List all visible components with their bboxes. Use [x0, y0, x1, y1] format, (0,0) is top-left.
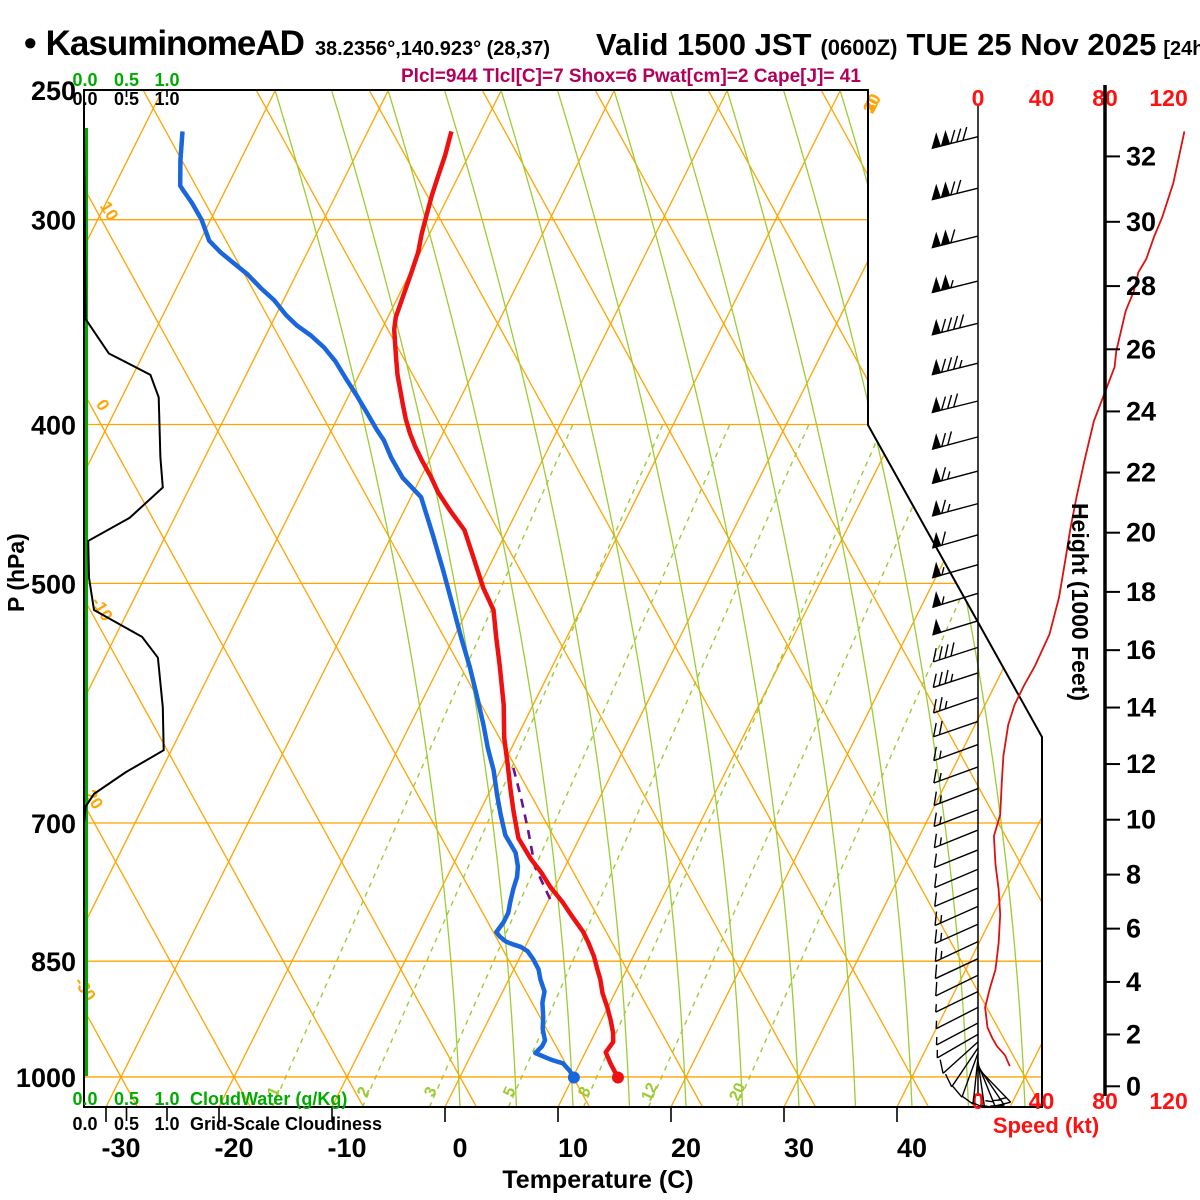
pressure-tick-label: 700	[31, 809, 76, 839]
height-tick-label: 6	[1126, 914, 1141, 944]
temperature-tick-label: 30	[784, 1133, 814, 1163]
height-tick-label: 30	[1126, 207, 1156, 237]
valid-time: Valid 1500 JST	[596, 27, 812, 62]
surface-temperature-dot	[611, 1071, 624, 1084]
isotherm-lines	[84, 90, 1042, 1107]
height-tick-label: 32	[1126, 141, 1156, 171]
speed-scale-bottom: 0 40 80 120	[972, 1088, 1188, 1114]
forecast-run-tag: [24hrFcst@1131z]	[1163, 38, 1200, 60]
temperature-tick-label: 20	[671, 1133, 701, 1163]
height-tick-label: 26	[1126, 334, 1156, 364]
mixing-ratio-label: 12	[638, 1080, 661, 1103]
height-tick-label: 24	[1126, 396, 1156, 426]
height-tick-label: 22	[1126, 458, 1156, 488]
temperature-tick-label: 10	[558, 1133, 588, 1163]
speed-axis-title: Speed (kt)	[993, 1113, 1099, 1138]
cloud-scale-value: 0.5	[114, 1089, 139, 1109]
temperature-axis-title: Temperature (C)	[502, 1166, 693, 1194]
cloudiness-profile	[83, 131, 165, 1077]
cloudiness-scale-top: 0.0 0.5 1.0	[72, 89, 179, 109]
mixing-ratio-label: 2	[354, 1084, 373, 1099]
speed-tick-label: 40	[1029, 1088, 1055, 1114]
temperature-tick-label: -30	[101, 1133, 140, 1163]
surface-dewpoint-dot	[567, 1071, 580, 1084]
dry-adiabat-lines	[84, 90, 1042, 1107]
station-coordinates: 38.2356°,140.923° (28,37)	[314, 38, 551, 60]
cloudiness-scale-bottom: 0.0 0.5 1.0	[72, 1114, 179, 1134]
pressure-tick-label: 400	[31, 411, 76, 441]
isotherm-label: 30	[859, 91, 885, 116]
height-tick-label: 18	[1126, 577, 1156, 607]
cloud-scale-value: 0.0	[72, 70, 97, 90]
pressure-tick-label: 250	[31, 76, 76, 106]
station-bullet-icon: •	[24, 22, 37, 63]
height-axis-ticks	[1105, 155, 1120, 1088]
skewt-background	[84, 90, 1042, 1107]
mixing-ratio-label: 3	[421, 1084, 440, 1099]
pressure-axis-title: P (hPa)	[3, 533, 29, 612]
stability-parameters: Plcl=944 Tlcl[C]=7 Shox=6 Pwat[cm]=2 Cap…	[401, 66, 861, 87]
cloud-scale-value: 1.0	[154, 89, 179, 109]
cloudwater-scale-bottom: 0.0 0.5 1.0	[72, 1089, 179, 1109]
cloud-scale-value: 0.5	[114, 1114, 139, 1134]
height-tick-label: 2	[1126, 1019, 1141, 1049]
moist-adiabat-lines	[274, 90, 1026, 1107]
cloud-scale-value: 1.0	[154, 1089, 179, 1109]
cloud-scale-value: 0.0	[72, 89, 97, 109]
height-tick-label: 16	[1126, 635, 1156, 665]
cloud-scale-value: 0.0	[72, 1089, 97, 1109]
cloudwater-axis-title: CloudWater (g/Kg)	[190, 1089, 347, 1109]
cloud-scale-value: 0.5	[114, 89, 139, 109]
height-tick-label: 12	[1126, 749, 1156, 779]
pressure-tick-label: 850	[31, 947, 76, 977]
parcel-path	[511, 765, 552, 900]
height-tick-label: 28	[1126, 271, 1156, 301]
cloud-scale-value: 1.0	[154, 70, 179, 90]
dewpoint-curve	[177, 131, 576, 1079]
temperature-tick-label: -10	[327, 1133, 366, 1163]
pressure-tick-labels: 250 300 400 500 700 850 1000	[16, 76, 76, 1093]
wind-speed-curve	[984, 131, 1186, 1067]
temperature-tick-label: -20	[214, 1133, 253, 1163]
temperature-tick-label: 0	[452, 1133, 467, 1163]
height-tick-label: 20	[1126, 518, 1156, 548]
height-tick-label: 8	[1126, 860, 1141, 890]
title-bar: • KasuminomeAD 38.2356°,140.923° (28,37)…	[24, 24, 1200, 64]
pressure-tick-label: 500	[31, 569, 76, 599]
valid-time-utc: (0600Z)	[820, 35, 898, 60]
speed-tick-label: 120	[1149, 1088, 1187, 1114]
dry-adiabat-label: 0	[92, 396, 113, 414]
speed-tick-label: 120	[1149, 85, 1187, 111]
pressure-tick-label: 300	[31, 206, 76, 236]
height-axis-title: Height (1000 Feet)	[1067, 503, 1093, 701]
station-name: KasuminomeAD	[45, 24, 305, 63]
skewt-border	[83, 89, 1043, 1108]
height-tick-label: 14	[1126, 693, 1156, 723]
temperature-curve	[391, 130, 620, 1079]
height-tick-label: 10	[1126, 805, 1156, 835]
speed-tick-label: 40	[1029, 85, 1055, 111]
cloudwater-scale-top: 0.0 0.5 1.0	[72, 70, 179, 90]
cloud-scale-value: 0.5	[114, 70, 139, 90]
bottom-axis-ticks	[105, 90, 898, 1122]
pressure-tick-label: 1000	[16, 1063, 76, 1093]
cloud-scale-value: 1.0	[154, 1114, 179, 1134]
valid-date: TUE 25 Nov 2025	[906, 27, 1157, 62]
mixing-ratio-label: 8	[575, 1084, 594, 1099]
cloud-scale-value: 0.0	[72, 1114, 97, 1134]
mixing-ratio-label: 20	[726, 1080, 749, 1103]
wind-barbs	[931, 126, 1012, 1109]
mixing-ratio-label: 5	[500, 1084, 519, 1099]
speed-tick-label: 0	[972, 85, 985, 111]
height-tick-label: 0	[1126, 1071, 1141, 1101]
cloudiness-axis-title: Grid-Scale Cloudiness	[190, 1114, 382, 1134]
temperature-tick-labels: -30 -20 -10 0 10 20 30 40	[101, 1133, 927, 1163]
height-tick-label: 4	[1126, 967, 1141, 997]
temperature-tick-label: 40	[897, 1133, 927, 1163]
